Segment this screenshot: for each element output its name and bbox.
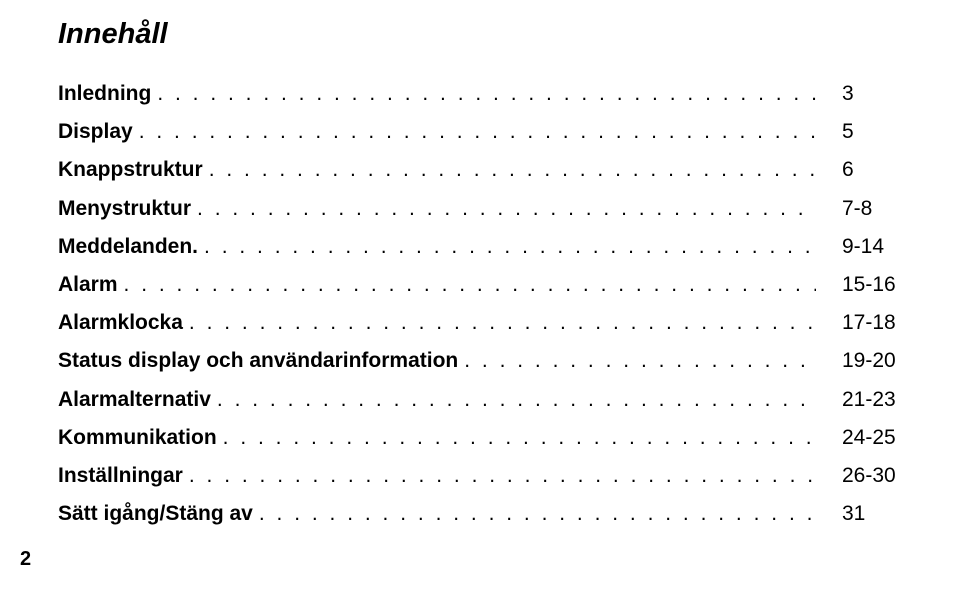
toc-row: Inledning. . . . . . . . . . . . . . . .…	[58, 81, 902, 106]
toc-page: 19-20	[822, 348, 902, 373]
toc-dots: . . . . . . . . . . . . . . . . . . . . …	[197, 196, 816, 221]
toc-page: 17-18	[822, 310, 902, 335]
toc-dots: . . . . . . . . . . . . . . . . . . . . …	[124, 272, 816, 297]
toc-row: Kommunikation. . . . . . . . . . . . . .…	[58, 425, 902, 450]
toc-dots: . . . . . . . . . . . . . . . . . . . . …	[189, 310, 816, 335]
toc-dots: . . . . . . . . . . . . . . . . . . . . …	[223, 425, 816, 450]
toc-label: Kommunikation	[58, 425, 217, 450]
toc-page: 3	[822, 81, 902, 106]
page-number: 2	[20, 548, 31, 571]
toc-label: Alarm	[58, 272, 118, 297]
toc-label: Meddelanden.	[58, 234, 198, 259]
toc-label: Status display och användarinformation	[58, 348, 458, 373]
toc-label: Alarmalternativ	[58, 387, 211, 412]
toc-dots: . . . . . . . . . . . . . . . . . . . . …	[204, 234, 816, 259]
toc-dots: . . . . . . . . . . . . . . . . . . . . …	[189, 463, 816, 488]
toc-dots: . . . . . . . . . . . . . . . . . . . . …	[217, 387, 816, 412]
toc-label: Sätt igång/Stäng av	[58, 501, 253, 526]
toc-row: Knappstruktur. . . . . . . . . . . . . .…	[58, 157, 902, 182]
toc-dots: . . . . . . . . . . . . . . . . . . . . …	[464, 348, 816, 373]
toc-dots: . . . . . . . . . . . . . . . . . . . . …	[209, 157, 816, 182]
toc-label: Inledning	[58, 81, 151, 106]
toc-row: Display. . . . . . . . . . . . . . . . .…	[58, 119, 902, 144]
toc-page: 31	[822, 501, 902, 526]
toc-page: 21-23	[822, 387, 902, 412]
toc-page: 26-30	[822, 463, 902, 488]
toc-row: Menystruktur. . . . . . . . . . . . . . …	[58, 196, 902, 221]
toc-row: Alarmalternativ. . . . . . . . . . . . .…	[58, 387, 902, 412]
table-of-contents: Inledning. . . . . . . . . . . . . . . .…	[58, 81, 902, 526]
toc-dots: . . . . . . . . . . . . . . . . . . . . …	[157, 81, 816, 106]
toc-page: 7-8	[822, 196, 902, 221]
toc-page: 24-25	[822, 425, 902, 450]
toc-dots: . . . . . . . . . . . . . . . . . . . . …	[139, 119, 816, 144]
toc-label: Knappstruktur	[58, 157, 203, 182]
toc-row: Alarmklocka. . . . . . . . . . . . . . .…	[58, 310, 902, 335]
document-page: Innehåll Inledning. . . . . . . . . . . …	[0, 0, 960, 589]
toc-page: 6	[822, 157, 902, 182]
toc-label: Display	[58, 119, 133, 144]
toc-page: 15-16	[822, 272, 902, 297]
toc-label: Alarmklocka	[58, 310, 183, 335]
toc-row: Status display och användarinformation. …	[58, 348, 902, 373]
toc-row: Meddelanden.. . . . . . . . . . . . . . …	[58, 234, 902, 259]
toc-row: Alarm. . . . . . . . . . . . . . . . . .…	[58, 272, 902, 297]
toc-row: Inställningar. . . . . . . . . . . . . .…	[58, 463, 902, 488]
toc-row: Sätt igång/Stäng av. . . . . . . . . . .…	[58, 501, 902, 526]
toc-dots: . . . . . . . . . . . . . . . . . . . . …	[259, 501, 816, 526]
toc-label: Inställningar	[58, 463, 183, 488]
toc-page: 9-14	[822, 234, 902, 259]
toc-label: Menystruktur	[58, 196, 191, 221]
page-title: Innehåll	[58, 18, 902, 51]
toc-page: 5	[822, 119, 902, 144]
